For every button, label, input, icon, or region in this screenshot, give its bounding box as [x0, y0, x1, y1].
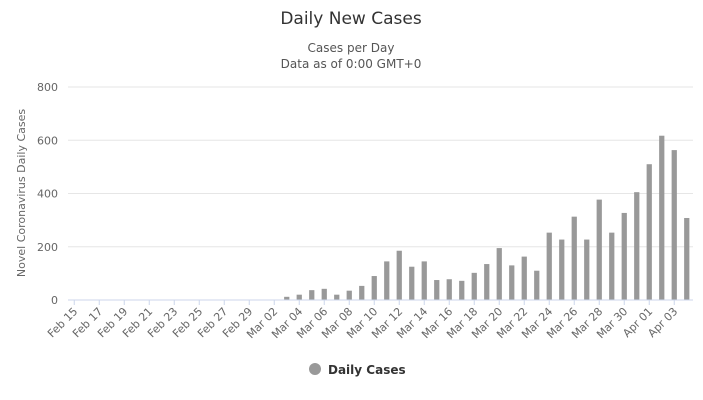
chart-title: Daily New Cases: [280, 9, 422, 29]
y-axis-ticks: 0 200 400 600 800: [37, 81, 58, 307]
bar[interactable]: [534, 270, 540, 300]
bar[interactable]: [309, 290, 315, 300]
bar[interactable]: [646, 164, 652, 300]
bar[interactable]: [321, 288, 327, 300]
bar[interactable]: [521, 256, 527, 300]
y-tick-label: 800: [37, 81, 58, 94]
bar[interactable]: [559, 239, 565, 300]
bar[interactable]: [634, 192, 640, 300]
bar[interactable]: [546, 232, 552, 300]
y-tick-label: 600: [37, 134, 58, 147]
chart-subtitle-line-2: Data as of 0:00 GMT+0: [281, 57, 422, 71]
bar[interactable]: [334, 294, 340, 300]
bar[interactable]: [471, 272, 477, 300]
bar[interactable]: [596, 199, 602, 300]
bar[interactable]: [459, 280, 465, 300]
bar[interactable]: [346, 290, 352, 300]
y-tick-label: 0: [51, 294, 58, 307]
bar[interactable]: [371, 276, 377, 300]
y-tick-label: 200: [37, 241, 58, 254]
bar[interactable]: [359, 285, 365, 300]
bar[interactable]: [446, 279, 452, 300]
bar[interactable]: [609, 232, 615, 300]
bar[interactable]: [384, 261, 390, 300]
bar[interactable]: [409, 266, 415, 300]
bar[interactable]: [484, 264, 490, 300]
y-tick-label: 400: [37, 188, 58, 201]
legend[interactable]: Daily Cases: [309, 363, 406, 377]
bar[interactable]: [434, 280, 440, 300]
y-axis-title: Novel Coronavirus Daily Cases: [15, 109, 28, 277]
bar[interactable]: [396, 250, 402, 300]
bar[interactable]: [571, 216, 577, 300]
chart-subtitle-line-1: Cases per Day: [308, 41, 395, 55]
bar[interactable]: [684, 217, 690, 300]
bars: [284, 135, 690, 300]
bar[interactable]: [496, 248, 502, 300]
bar[interactable]: [284, 296, 290, 300]
legend-label: Daily Cases: [328, 363, 406, 377]
bar[interactable]: [509, 265, 515, 300]
legend-marker: [309, 363, 321, 375]
bar[interactable]: [584, 239, 590, 300]
bar[interactable]: [296, 294, 302, 300]
bar[interactable]: [421, 261, 427, 300]
bar[interactable]: [659, 135, 665, 300]
bar[interactable]: [621, 212, 627, 300]
bar[interactable]: [671, 150, 677, 300]
